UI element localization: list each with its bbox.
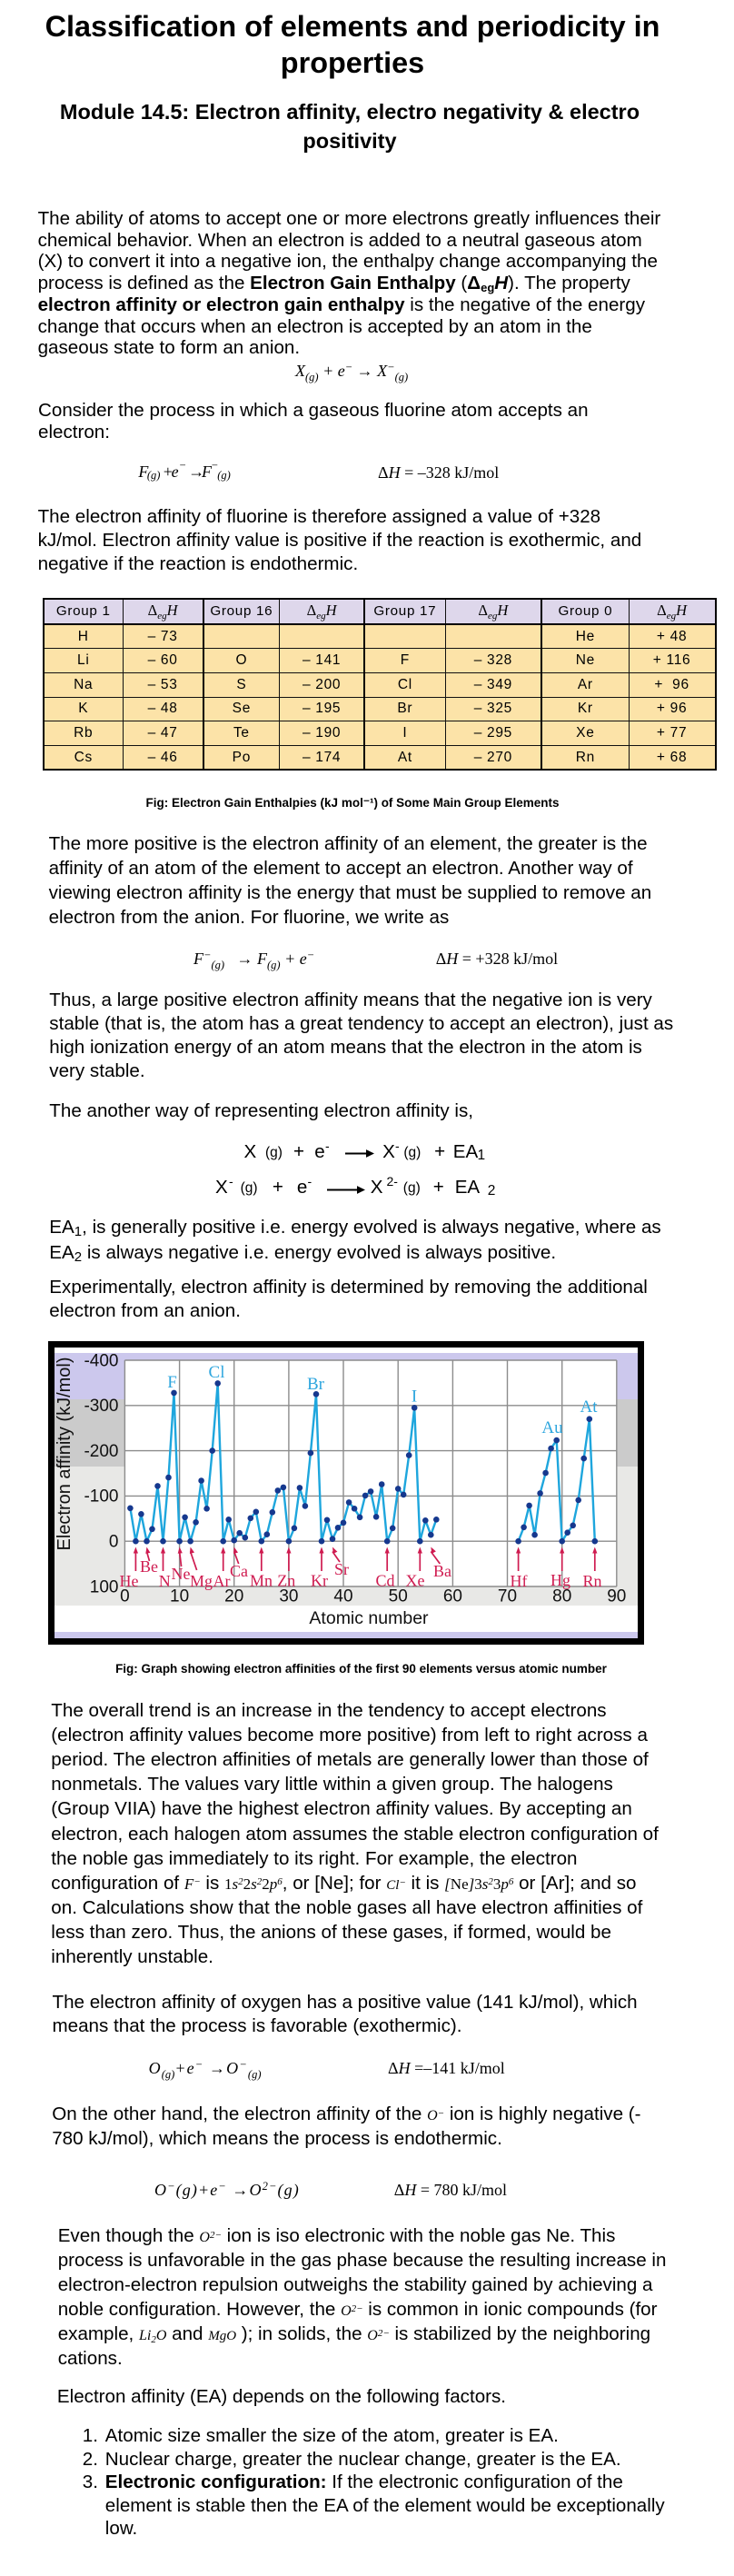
svg-text:100: 100	[90, 1577, 119, 1596]
svg-text:50: 50	[389, 1587, 408, 1606]
svg-text:Rn: Rn	[582, 1572, 601, 1590]
svg-text:80: 80	[552, 1587, 571, 1606]
svg-text:Ne: Ne	[172, 1565, 191, 1583]
svg-text:10: 10	[170, 1587, 189, 1606]
svg-text:20: 20	[224, 1587, 243, 1606]
svg-text:Au: Au	[541, 1418, 563, 1437]
svg-text:Be: Be	[140, 1557, 158, 1576]
svg-text:-100: -100	[84, 1487, 118, 1507]
svg-text:N: N	[159, 1572, 171, 1590]
svg-text:-200: -200	[84, 1442, 118, 1461]
svg-text:Ar: Ar	[213, 1572, 231, 1590]
svg-text:30: 30	[279, 1587, 298, 1606]
svg-text:Kr: Kr	[311, 1572, 328, 1590]
svg-text:Mn: Mn	[250, 1572, 273, 1590]
svg-text:Mg: Mg	[190, 1572, 213, 1590]
svg-text:At: At	[580, 1397, 599, 1417]
svg-text:Br: Br	[307, 1375, 325, 1394]
svg-text:Sr: Sr	[334, 1560, 349, 1578]
svg-text:Hg: Hg	[550, 1571, 570, 1589]
svg-text:Zn: Zn	[277, 1572, 295, 1590]
svg-text:-400: -400	[84, 1351, 118, 1370]
svg-text:0: 0	[109, 1533, 119, 1552]
svg-text:Atomic number: Atomic number	[309, 1608, 429, 1628]
svg-text:Ba: Ba	[433, 1562, 451, 1580]
svg-text:70: 70	[498, 1587, 517, 1606]
svg-text:90: 90	[607, 1587, 626, 1606]
svg-text:I: I	[412, 1387, 417, 1407]
svg-text:Electron affinity (kJ/mol): Electron affinity (kJ/mol)	[55, 1357, 74, 1550]
svg-text:Hf: Hf	[511, 1572, 528, 1590]
svg-text:60: 60	[443, 1587, 462, 1606]
svg-text:Ca: Ca	[230, 1562, 248, 1580]
svg-text:Cl: Cl	[209, 1363, 225, 1382]
svg-text:Cd: Cd	[375, 1572, 394, 1590]
svg-text:He: He	[120, 1572, 139, 1590]
svg-text:0: 0	[120, 1587, 130, 1606]
svg-text:F: F	[167, 1373, 177, 1392]
svg-text:-300: -300	[84, 1397, 118, 1416]
svg-text:Xe: Xe	[406, 1572, 425, 1590]
svg-text:40: 40	[333, 1587, 352, 1606]
